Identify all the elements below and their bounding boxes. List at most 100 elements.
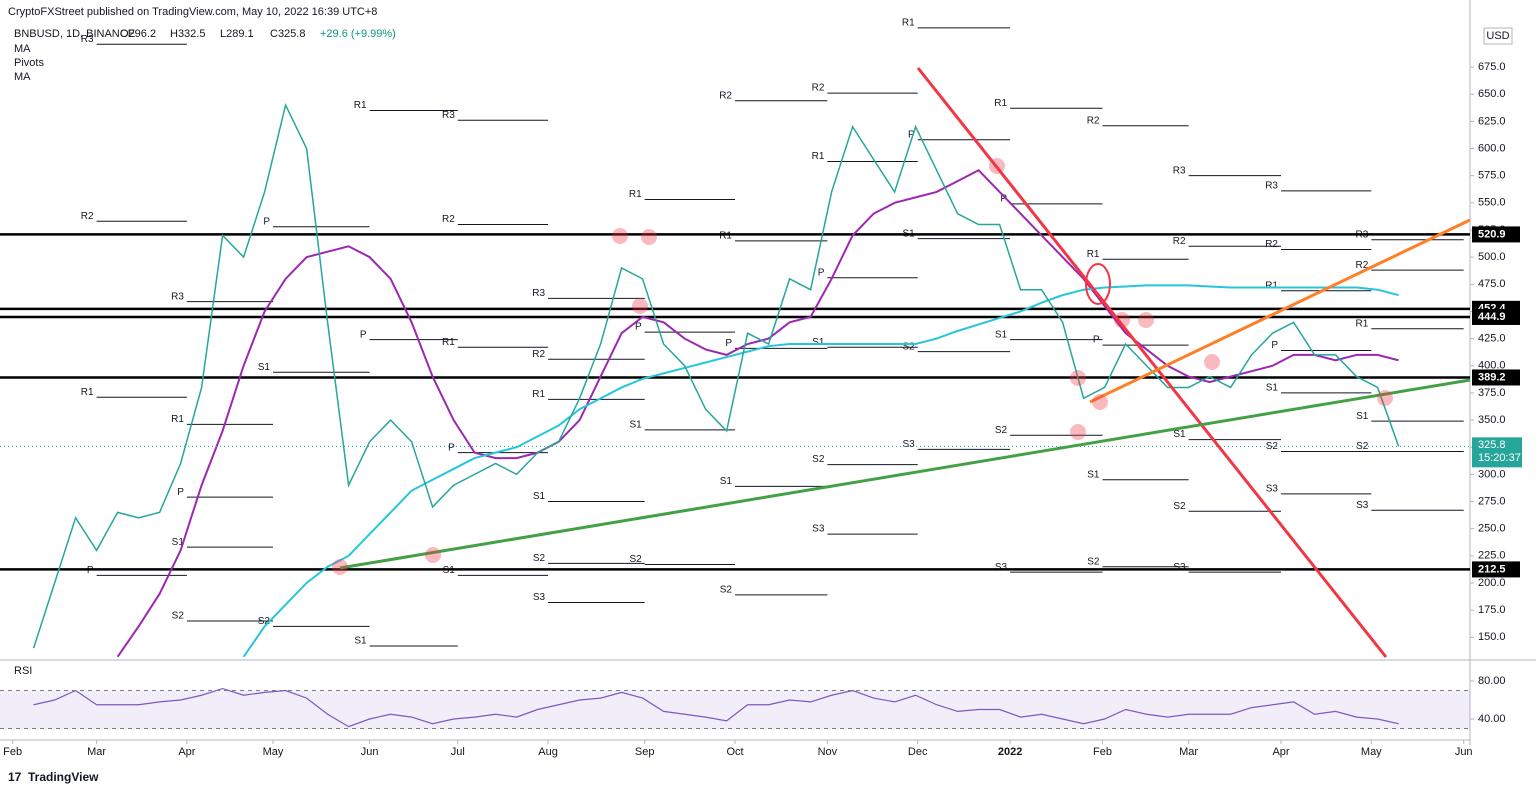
symbol: BNBUSD, 1D, BINANCE	[14, 28, 135, 40]
pivot-label: R1	[719, 230, 732, 241]
y-tick-label: 150.0	[1478, 631, 1506, 643]
pivot-label: R1	[812, 151, 825, 162]
y-tick-label: 475.0	[1478, 278, 1506, 290]
published: CryptoFXStreet published on TradingView.…	[8, 6, 377, 18]
y-tick-label: 375.0	[1478, 387, 1506, 399]
pivot-label: S3	[1266, 484, 1279, 495]
x-tick-label: Feb	[3, 746, 22, 758]
y-tick-label: 425.0	[1478, 332, 1506, 344]
pivot-label: S1	[258, 362, 271, 373]
pivot-label: R3	[532, 288, 545, 299]
pivot-label: R2	[442, 214, 455, 225]
pivot-label: S3	[1356, 500, 1369, 511]
pivot-label: R1	[1087, 249, 1100, 260]
pivot-label: R1	[629, 189, 642, 200]
pivot-label: S1	[995, 329, 1008, 340]
rsi-line	[33, 687, 1399, 728]
currency: USD	[1486, 30, 1509, 42]
ohlc: C325.8	[270, 28, 305, 40]
x-tick-label: Jun	[361, 746, 379, 758]
pivot-label: R3	[1173, 165, 1186, 176]
pivot-label: S1	[533, 491, 546, 502]
pivot-label: R2	[1356, 260, 1369, 271]
countdown: 15:20:37	[1478, 452, 1521, 464]
pivot-label: S1	[172, 537, 185, 548]
y-tick-label: 675.0	[1478, 61, 1506, 73]
y-tick-label: 350.0	[1478, 414, 1506, 426]
trend-line	[339, 378, 1471, 570]
pivot-label: S2	[1173, 501, 1186, 512]
markers	[332, 158, 1393, 575]
pivot-label: S1	[354, 636, 367, 647]
x-tick-label: Apr	[1272, 746, 1289, 758]
level-label: 389.2	[1478, 371, 1506, 383]
pivot-label: S1	[1266, 383, 1279, 394]
brand: TradingView	[28, 770, 99, 784]
moving-average	[242, 284, 1399, 658]
ohlc: L289.1	[220, 28, 254, 40]
x-tick-label: Aug	[538, 746, 558, 758]
pivot-label: S2	[720, 585, 733, 596]
pivot-label: R2	[719, 90, 732, 101]
x-tick-label: Apr	[178, 746, 195, 758]
currency-box	[1483, 27, 1513, 45]
pivot-label: S3	[812, 524, 825, 535]
x-tick-label: Mar	[1179, 746, 1198, 758]
y-tick-label: 600.0	[1478, 142, 1506, 154]
change: +29.6 (+9.99%)	[320, 28, 396, 40]
x-tick-label: Oct	[726, 746, 743, 758]
x-tick-label: Dec	[908, 746, 928, 758]
pivot-label: S2	[629, 554, 642, 565]
level-label: 444.9	[1478, 311, 1506, 323]
trend-line	[1089, 218, 1471, 404]
pivot-label: R1	[532, 389, 545, 400]
pivot-label: P	[908, 129, 915, 140]
pivot-label: R3	[171, 291, 184, 302]
pivot-label: P	[1093, 335, 1100, 346]
indicator: Pivots	[14, 57, 44, 69]
pivot-label: S2	[1356, 441, 1369, 452]
pivot-label: P	[263, 216, 270, 227]
pivot-label: P	[1000, 194, 1007, 205]
pivot-label: S2	[995, 425, 1008, 436]
pivot-label: R1	[1356, 318, 1369, 329]
pivot-label: R2	[1087, 115, 1100, 126]
x-tick-label: Jul	[451, 746, 465, 758]
pivot-label: S1	[1173, 429, 1186, 440]
pivot-label: S1	[812, 337, 825, 348]
y-tick-label: 225.0	[1478, 550, 1506, 562]
pivot-label: R1	[994, 98, 1007, 109]
level-box	[1472, 308, 1520, 325]
x-tick-label: May	[1361, 746, 1382, 758]
pivot-label: S2	[533, 553, 546, 564]
pivot-label: P	[725, 338, 732, 349]
level-box	[1472, 561, 1520, 578]
x-tick-label: Mar	[87, 746, 106, 758]
pivot-label: R2	[1173, 236, 1186, 247]
pivot-label: R2	[1265, 239, 1278, 250]
y-tick-label: 575.0	[1478, 170, 1506, 182]
pivot-label: R1	[81, 387, 94, 398]
pivot-label: R2	[812, 83, 825, 94]
indicator: MA	[14, 71, 31, 83]
level-box	[1472, 226, 1520, 243]
pivot-label: S1	[1087, 469, 1100, 480]
x-tick-label: 2022	[998, 746, 1022, 758]
x-tick-label: May	[263, 746, 284, 758]
pivot-label: S2	[172, 611, 185, 622]
level-label: 520.9	[1478, 228, 1506, 240]
pivot-label: P	[177, 487, 184, 498]
x-tick-label: Feb	[1093, 746, 1112, 758]
y-tick-label: 175.0	[1478, 604, 1506, 616]
last-price-label: 325.8	[1478, 439, 1506, 451]
pivot-label: S2	[1087, 556, 1100, 567]
moving-average	[116, 168, 1399, 658]
pivot-label: S3	[902, 439, 915, 450]
y-tick-label: 400.0	[1478, 360, 1506, 372]
indicator: MA	[14, 43, 31, 55]
rsi-title: RSI	[14, 665, 32, 677]
ohlc: O296.2	[120, 28, 156, 40]
y-tick-label: 625.0	[1478, 115, 1506, 127]
pivot-label: S3	[995, 562, 1008, 573]
